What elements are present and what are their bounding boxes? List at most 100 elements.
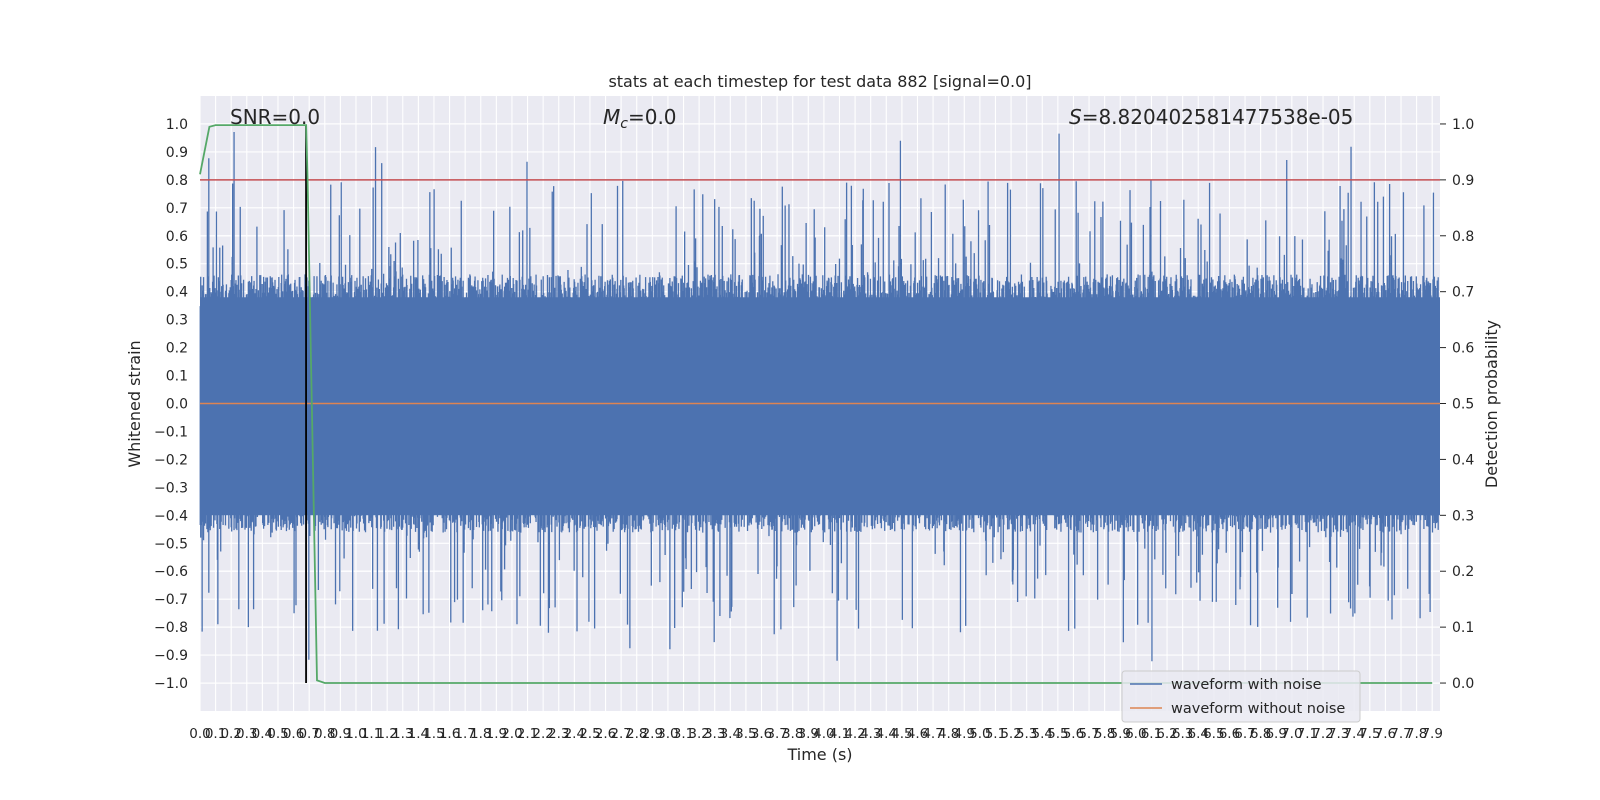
- x-tick-label: 4.2: [844, 726, 865, 742]
- x-tick-label: 7.4: [1343, 726, 1364, 742]
- y-tick-label: −0.7: [154, 592, 188, 608]
- x-tick-label: 2.4: [564, 726, 585, 742]
- x-tick-label: 5.9: [1110, 726, 1131, 742]
- x-tick-label: 2.6: [595, 726, 616, 742]
- x-tick-label: 1.7: [454, 726, 475, 742]
- x-tick-label: 6.8: [1250, 726, 1271, 742]
- x-tick-label: 5.6: [1063, 726, 1084, 742]
- y-tick-label: 0.6: [166, 229, 188, 245]
- x-tick-label: 5.4: [1032, 726, 1053, 742]
- x-tick-label: 4.9: [954, 726, 975, 742]
- x-tick-label: 0.1: [205, 726, 226, 742]
- x-tick-label: 1.1: [361, 726, 382, 742]
- y2-tick-label: 0.9: [1452, 173, 1474, 189]
- noise-waveform-series: [199, 132, 1440, 662]
- y-tick-label: −0.4: [154, 508, 188, 524]
- x-tick-label: 6.1: [1141, 726, 1162, 742]
- x-tick-label: 4.0: [813, 726, 834, 742]
- y-tick-label: 0.7: [166, 201, 188, 217]
- x-tick-label: 1.9: [486, 726, 507, 742]
- x-tick-label: 2.8: [626, 726, 647, 742]
- x-tick-label: 2.9: [642, 726, 663, 742]
- y-axis-label: Whitened strain: [125, 340, 144, 467]
- s-annotation: S=8.820402581477538e-05: [1069, 105, 1353, 129]
- x-tick-label: 4.4: [876, 726, 897, 742]
- x-tick-label: 5.0: [969, 726, 990, 742]
- x-tick-label: 4.3: [860, 726, 881, 742]
- y2-tick-label: 0.8: [1452, 229, 1474, 245]
- x-tick-label: 2.2: [532, 726, 553, 742]
- x-tick-label: 3.8: [782, 726, 803, 742]
- y-tick-label: −0.9: [154, 648, 188, 664]
- x-tick-label: 0.7: [298, 726, 319, 742]
- y-tick-label: 0.5: [166, 257, 188, 273]
- x-tick-label: 3.0: [657, 726, 678, 742]
- x-tick-label: 1.6: [439, 726, 460, 742]
- x-tick-label: 0.4: [252, 726, 273, 742]
- snr-annotation: SNR=0.0: [230, 105, 320, 129]
- chart-title: stats at each timestep for test data 882…: [608, 72, 1031, 91]
- y2-tick-label: 0.0: [1452, 676, 1474, 692]
- x-tick-label: 7.8: [1406, 726, 1427, 742]
- x-tick-label: 4.7: [922, 726, 943, 742]
- y2-tick-label: 0.4: [1452, 452, 1474, 468]
- x-tick-label: 1.4: [408, 726, 429, 742]
- x-tick-label: 1.8: [470, 726, 491, 742]
- x-tick-label: 4.5: [891, 726, 912, 742]
- x-tick-label: 5.7: [1078, 726, 1099, 742]
- x-tick-label: 5.8: [1094, 726, 1115, 742]
- x-tick-label: 0.6: [283, 726, 304, 742]
- y-tick-label: −0.3: [154, 480, 188, 496]
- x-tick-label: 2.7: [610, 726, 631, 742]
- x-tick-label: 0.0: [189, 726, 210, 742]
- x-tick-label: 6.7: [1234, 726, 1255, 742]
- y2-axis-label: Detection probability: [1482, 320, 1501, 488]
- x-tick-label: 3.5: [735, 726, 756, 742]
- x-tick-label: 7.7: [1390, 726, 1411, 742]
- y2-tick-label: 0.2: [1452, 564, 1474, 580]
- x-tick-label: 0.5: [267, 726, 288, 742]
- overlays: [199, 124, 1440, 684]
- y-tick-label: −0.6: [154, 564, 188, 580]
- detection-probability-line: [199, 124, 1433, 684]
- x-tick-label: 2.5: [579, 726, 600, 742]
- x-tick-label: 1.2: [376, 726, 397, 742]
- x-tick-label: 6.5: [1203, 726, 1224, 742]
- x-tick-label: 5.5: [1047, 726, 1068, 742]
- chirp-mass-annotation: Mc=0.0: [603, 105, 677, 132]
- x-tick-label: 4.1: [829, 726, 850, 742]
- legend-label-clean: waveform without noise: [1171, 701, 1345, 717]
- y-tick-label: −0.5: [154, 536, 188, 552]
- x-tick-label: 3.4: [720, 726, 741, 742]
- x-tick-label: 7.6: [1375, 726, 1396, 742]
- x-tick-label: 3.6: [751, 726, 772, 742]
- y-tick-label: 1.0: [166, 117, 188, 133]
- x-tick-label: 0.8: [314, 726, 335, 742]
- y-tick-label: 0.8: [166, 173, 188, 189]
- y2-tick-label: 0.3: [1452, 508, 1474, 524]
- x-tick-label: 6.9: [1265, 726, 1286, 742]
- x-tick-label: 7.3: [1328, 726, 1349, 742]
- x-tick-label: 5.3: [1016, 726, 1037, 742]
- y-tick-label: −0.8: [154, 620, 188, 636]
- x-tick-label: 6.2: [1156, 726, 1177, 742]
- x-tick-label: 1.3: [392, 726, 413, 742]
- x-tick-label: 6.3: [1172, 726, 1193, 742]
- x-tick-label: 5.2: [1000, 726, 1021, 742]
- x-tick-label: 5.1: [985, 726, 1006, 742]
- x-tick-label: 1.0: [345, 726, 366, 742]
- x-tick-label: 0.9: [330, 726, 351, 742]
- x-axis-label: Time (s): [786, 745, 852, 764]
- x-tick-label: 3.3: [704, 726, 725, 742]
- y-tick-label: −0.2: [154, 452, 188, 468]
- x-tick-label: 6.4: [1187, 726, 1208, 742]
- legend-box: [1121, 670, 1361, 723]
- x-tick-label: 0.2: [220, 726, 241, 742]
- x-ticks: 0.00.10.20.30.40.50.60.70.80.91.01.11.21…: [189, 726, 1443, 742]
- y2-tick-label: 1.0: [1452, 117, 1474, 133]
- y-ticks-right: 1.0 0.9 0.8 0.7 0.6 0.5 0.4 0.3 0.2 0.1 0.0: [1440, 117, 1474, 692]
- x-tick-label: 7.0: [1281, 726, 1302, 742]
- x-tick-label: 6.0: [1125, 726, 1146, 742]
- x-tick-label: 7.9: [1421, 726, 1442, 742]
